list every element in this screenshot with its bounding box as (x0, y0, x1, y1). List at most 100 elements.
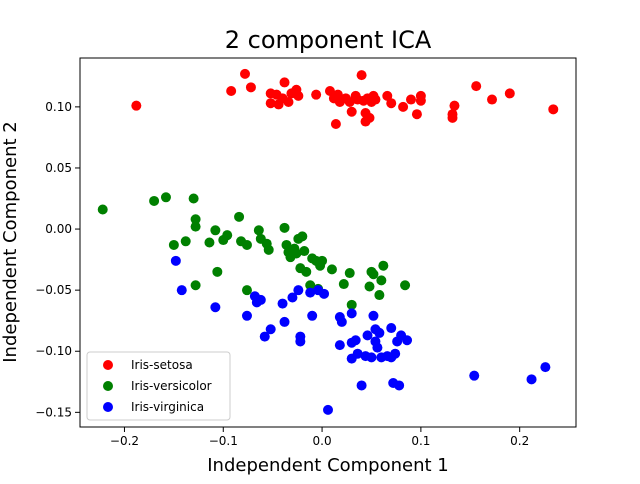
legend-marker-iris-setosa (103, 360, 113, 370)
iris-virginica-point (279, 316, 290, 327)
iris-setosa-point (447, 112, 458, 123)
iris-versicolor-point (253, 225, 264, 236)
iris-versicolor-point (190, 214, 201, 225)
iris-versicolor-point (188, 193, 199, 204)
iris-setosa-point (405, 94, 416, 105)
iris-setosa-point (411, 109, 422, 120)
iris-versicolor-point (299, 246, 310, 257)
iris-setosa-point (415, 90, 426, 101)
iris-versicolor-point (168, 239, 179, 250)
iris-virginica-point (287, 292, 298, 303)
iris-virginica-point (394, 380, 405, 391)
iris-virginica-point (356, 380, 367, 391)
iris-versicolor-point (279, 222, 290, 233)
iris-setosa-point (370, 94, 381, 105)
iris-virginica-point (334, 340, 345, 351)
iris-virginica-point (346, 308, 357, 319)
iris-virginica-point (362, 330, 373, 341)
data-points (97, 68, 559, 415)
iris-virginica-point (307, 310, 318, 321)
iris-setosa-point (283, 96, 294, 107)
iris-setosa-point (330, 118, 341, 129)
iris-setosa-point (487, 94, 498, 105)
iris-versicolor-point (149, 195, 160, 206)
iris-versicolor-point (180, 236, 191, 247)
iris-setosa-point (548, 104, 559, 115)
iris-versicolor-point (190, 221, 201, 232)
iris-setosa-point (398, 101, 409, 112)
iris-virginica-point (319, 288, 330, 299)
iris-setosa-point (265, 98, 276, 109)
iris-virginica-point (336, 316, 347, 327)
y-tick-label: −0.10 (35, 344, 72, 358)
iris-virginica-point (386, 352, 397, 363)
iris-virginica-point (374, 327, 385, 338)
iris-setosa-point (346, 106, 357, 117)
iris-setosa-point (382, 90, 393, 101)
iris-setosa-point (449, 100, 460, 111)
x-tick-label: 0.0 (313, 434, 332, 448)
iris-virginica-point (210, 302, 221, 313)
iris-virginica-point (366, 352, 377, 363)
iris-versicolor-point (400, 280, 411, 291)
legend-label-iris-virginica: Iris-virginica (131, 400, 204, 414)
iris-virginica-point (176, 285, 187, 296)
legend-label-iris-setosa: Iris-setosa (131, 358, 193, 372)
y-axis-label: Independent Component 2 (0, 121, 21, 363)
iris-virginica-point (170, 255, 181, 266)
legend: Iris-setosa Iris-versicolor Iris-virginica (86, 351, 231, 421)
iris-versicolor-point (160, 192, 171, 203)
iris-versicolor-point (97, 204, 108, 215)
iris-versicolor-point (326, 264, 337, 275)
chart-title: 2 component ICA (225, 26, 432, 54)
iris-virginica-point (386, 323, 397, 334)
iris-versicolor-point (344, 268, 355, 279)
iris-setosa-point (324, 85, 335, 96)
iris-virginica-point (323, 404, 333, 415)
iris-setosa-point (504, 88, 515, 99)
legend-box (86, 351, 231, 421)
iris-versicolor-point (190, 280, 201, 291)
iris-setosa-point (240, 68, 251, 79)
iris-versicolor-point (234, 211, 245, 222)
iris-setosa-point (386, 98, 397, 109)
legend-marker-iris-versicolor (103, 381, 113, 391)
iris-virginica-point (255, 294, 266, 305)
y-tick-label: −0.15 (35, 405, 72, 419)
iris-setosa-point (131, 100, 142, 111)
iris-versicolor-point (346, 299, 357, 310)
x-axis-label: Independent Component 1 (207, 455, 449, 476)
iris-versicolor-point (364, 281, 375, 292)
x-tick-label: −0.1 (209, 434, 238, 448)
iris-versicolor-point (376, 275, 387, 286)
iris-versicolor-point (222, 230, 233, 241)
y-tick-label: 0.00 (45, 222, 72, 236)
x-tick-label: 0.2 (510, 434, 529, 448)
iris-virginica-point (402, 335, 413, 346)
iris-versicolor-point (378, 260, 389, 271)
iris-virginica-point (469, 370, 480, 381)
iris-setosa-point (279, 77, 290, 88)
iris-setosa-point (311, 89, 322, 100)
plot-frame (79, 57, 577, 428)
iris-virginica-point (368, 310, 379, 321)
iris-versicolor-point (305, 280, 316, 291)
y-tick-label: 0.10 (45, 100, 72, 114)
iris-versicolor-point (241, 239, 252, 250)
iris-virginica-point (352, 348, 363, 359)
iris-versicolor-point (291, 248, 302, 259)
y-tick-label: 0.05 (45, 161, 72, 175)
iris-versicolor-point (301, 266, 312, 277)
iris-setosa-point (471, 81, 482, 92)
iris-versicolor-point (212, 266, 223, 277)
iris-virginica-point (526, 374, 537, 385)
iris-virginica-point (305, 287, 316, 298)
iris-versicolor-point (241, 285, 252, 296)
iris-setosa-point (226, 85, 237, 96)
legend-label-iris-versicolor: Iris-versicolor (131, 379, 212, 393)
iris-setosa-point (356, 70, 367, 81)
iris-versicolor-point (368, 269, 379, 280)
iris-setosa-point (293, 90, 304, 101)
iris-versicolor-point (297, 231, 308, 242)
iris-virginica-point (372, 342, 383, 353)
